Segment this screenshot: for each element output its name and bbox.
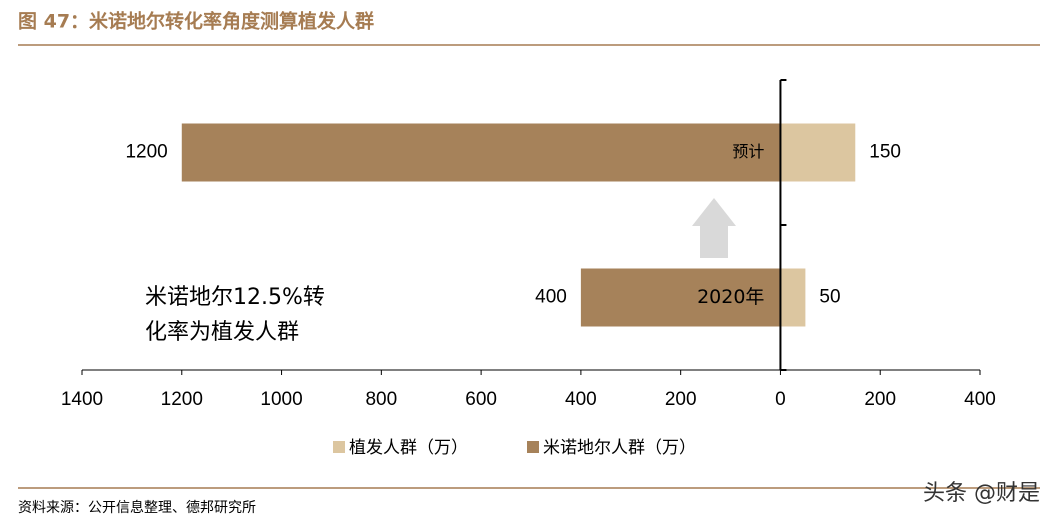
x-tick-label: 800: [365, 389, 397, 410]
legend-label: 米诺地尔人群（万）: [543, 438, 696, 458]
legend-swatch: [333, 441, 345, 453]
chart-title: 图 47：米诺地尔转化率角度测算植发人群: [18, 10, 374, 33]
bar: [780, 268, 806, 327]
bar: [780, 123, 856, 182]
x-tick-label: 400: [964, 389, 996, 410]
value-label: 50: [819, 287, 840, 308]
category-label: 预计: [732, 142, 764, 161]
bar: [580, 268, 781, 327]
annotation-line: 化率为植发人群: [145, 320, 299, 345]
x-tick-label: 600: [465, 389, 497, 410]
value-label: 150: [869, 142, 901, 163]
watermark: 头条 @财是: [923, 481, 1040, 506]
legend-swatch: [527, 441, 539, 453]
x-tick-label: 1000: [260, 389, 302, 410]
bar: [181, 123, 781, 182]
x-tick-label: 0: [775, 389, 786, 410]
value-label: 1200: [125, 142, 167, 163]
x-tick-label: 400: [565, 389, 597, 410]
source: 资料来源：公开信息整理、德邦研究所: [18, 499, 256, 516]
x-tick-label: 200: [665, 389, 697, 410]
value-label: 400: [535, 287, 567, 308]
x-tick-label: 200: [864, 389, 896, 410]
category-label: 2020年: [697, 286, 764, 308]
annotation-line: 米诺地尔12.5%转: [145, 285, 325, 310]
up-arrow: [692, 198, 736, 258]
x-tick-label: 1200: [161, 389, 203, 410]
legend-label: 植发人群（万）: [349, 438, 468, 458]
x-tick-label: 1400: [61, 389, 103, 410]
